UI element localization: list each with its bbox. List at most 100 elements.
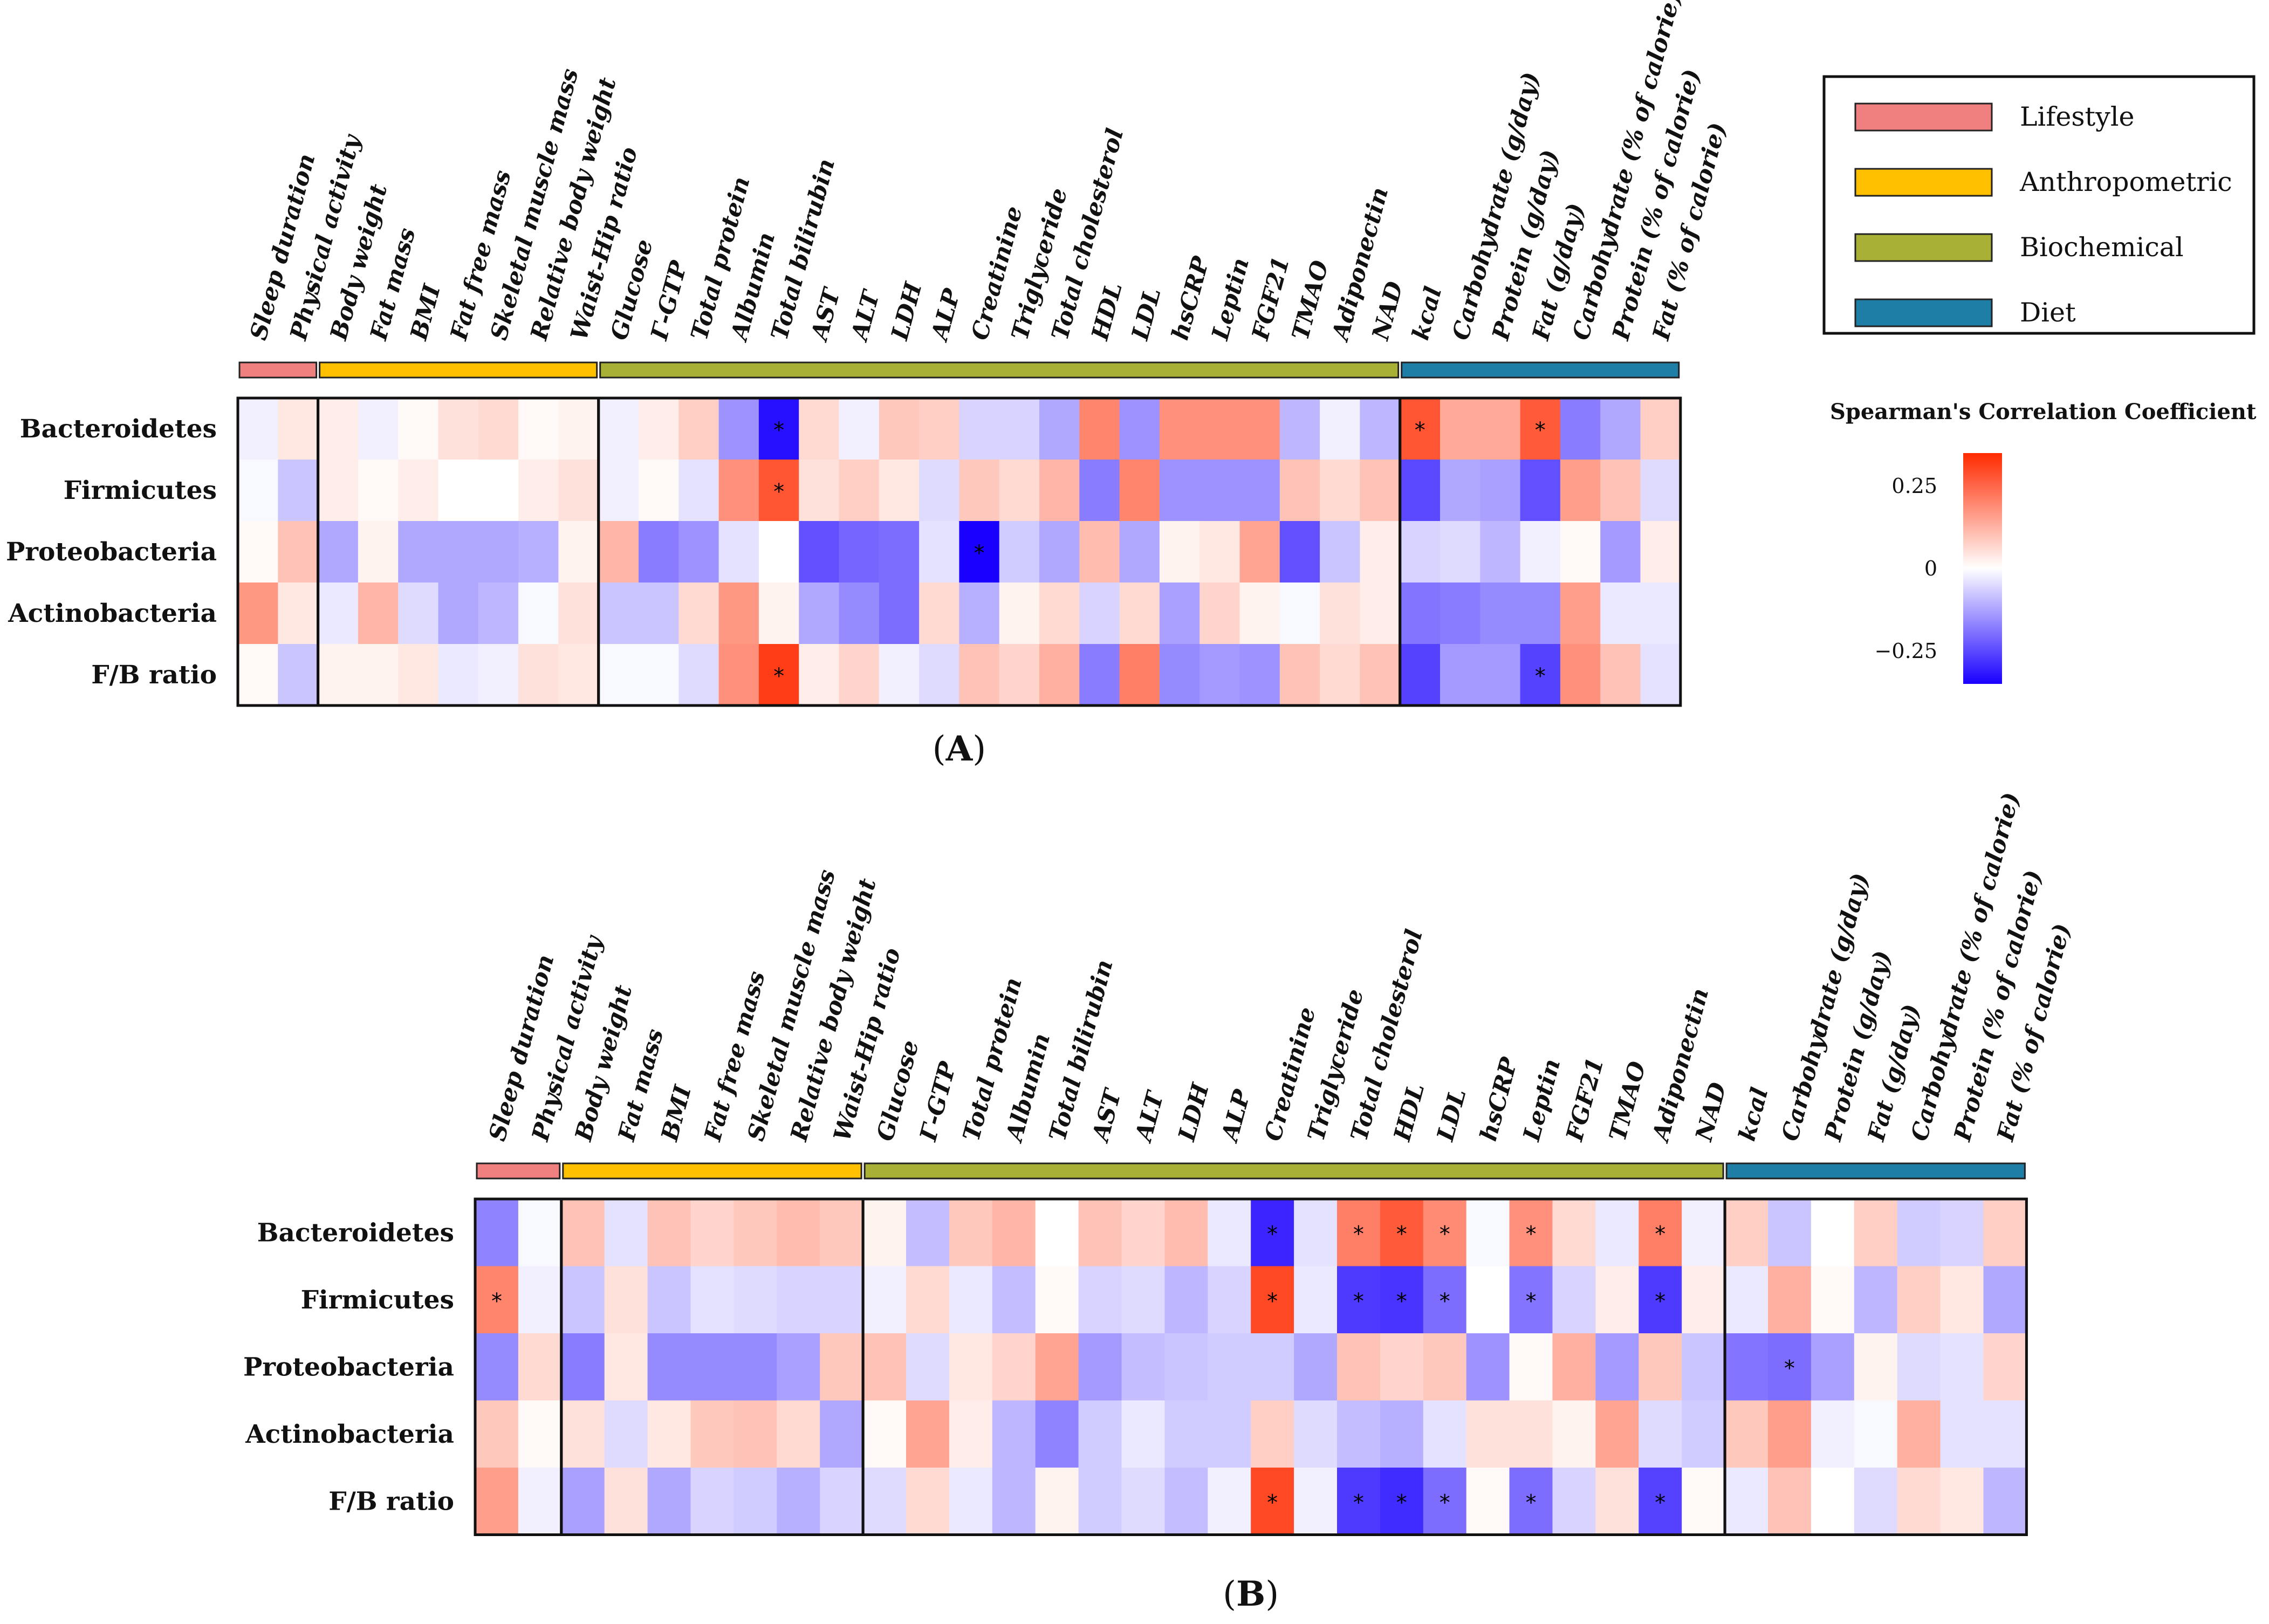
heatmap-cell — [1600, 398, 1641, 460]
heatmap-cell — [734, 1333, 777, 1401]
heatmap-cell — [1079, 644, 1120, 706]
heatmap-cell — [1682, 1400, 1725, 1468]
heatmap-cell — [478, 521, 519, 583]
heatmap-cell — [1423, 1400, 1467, 1468]
heatmap-cell — [1279, 583, 1320, 645]
heatmap-cell — [1520, 521, 1561, 583]
heatmap-cell — [1509, 1333, 1553, 1401]
heatmap-cell — [1897, 1333, 1941, 1401]
heatmap-cell — [879, 521, 920, 583]
heatmap-cell — [1400, 521, 1441, 583]
significance-marker: * — [1439, 1222, 1450, 1246]
heatmap-cell — [1940, 1400, 1984, 1468]
heatmap-cell — [777, 1333, 820, 1401]
heatmap-cell — [999, 644, 1040, 706]
heatmap-cell — [992, 1333, 1036, 1401]
heatmap-cell — [1768, 1400, 1812, 1468]
heatmap-cell — [478, 398, 519, 460]
heatmap-cell — [475, 1400, 519, 1468]
column-label: BMI — [405, 281, 446, 344]
heatmap-cell — [758, 460, 799, 522]
heatmap-cell — [1423, 1333, 1467, 1401]
column-label: ALT — [1130, 1087, 1170, 1146]
heatmap-cell — [690, 1266, 734, 1334]
colorbar-tick-label: 0.25 — [1891, 474, 1937, 498]
heatmap-cell — [1480, 460, 1521, 522]
heatmap-cell — [1682, 1333, 1725, 1401]
column-label: hsCRP — [1475, 1054, 1524, 1144]
heatmap-cell — [1480, 644, 1521, 706]
heatmap-cell — [475, 1199, 519, 1267]
heatmap-cell — [1279, 521, 1320, 583]
heatmap-cell — [919, 460, 959, 522]
heatmap-cell — [318, 583, 359, 645]
heatmap-cell — [1320, 398, 1360, 460]
heatmap-cell — [438, 398, 479, 460]
heatmap-cell — [1251, 1468, 1294, 1536]
significance-marker: * — [1267, 1222, 1278, 1246]
significance-marker: * — [1439, 1289, 1450, 1314]
group-bar — [476, 1162, 561, 1180]
heatmap-cell — [734, 1199, 777, 1267]
heatmap-cell — [1983, 1333, 2027, 1401]
legend-label: Anthropometric — [2019, 167, 2232, 197]
heatmap-cell — [1811, 1333, 1855, 1401]
column-label: LDH — [886, 279, 928, 344]
heatmap-cell — [906, 1199, 950, 1267]
heatmap-cell — [1337, 1266, 1381, 1334]
heatmap-cell — [1854, 1266, 1898, 1334]
heatmap-cell — [1509, 1400, 1553, 1468]
heatmap-cell — [558, 583, 599, 645]
heatmap-cell — [358, 583, 399, 645]
heatmap-cell — [518, 1199, 562, 1267]
heatmap-cell — [558, 398, 599, 460]
column-label: Leptin — [1207, 255, 1255, 344]
heatmap-cell — [1079, 460, 1120, 522]
heatmap-cell — [1854, 1333, 1898, 1401]
heatmap-cell — [1400, 583, 1441, 645]
heatmap-cell — [598, 521, 639, 583]
heatmap-cell — [1121, 1199, 1165, 1267]
heatmap-cell — [1294, 1333, 1338, 1401]
heatmap-cell — [1164, 1333, 1208, 1401]
significance-marker: * — [1526, 1490, 1537, 1515]
heatmap-cell — [1035, 1266, 1079, 1334]
heatmap-cell — [959, 460, 1000, 522]
heatmap-cell — [1552, 1199, 1596, 1267]
group-bar — [562, 1162, 862, 1180]
heatmap-cell — [1423, 1468, 1467, 1536]
heatmap-cell — [1811, 1266, 1855, 1334]
column-label: ALT — [846, 286, 886, 345]
heatmap-cell — [1121, 1333, 1165, 1401]
heatmap-cell — [1078, 1199, 1122, 1267]
colorbar-tick-label: 0 — [1924, 557, 1937, 580]
significance-marker: * — [1353, 1289, 1364, 1314]
heatmap-cell — [1251, 1400, 1294, 1468]
heatmap-cell — [1640, 460, 1681, 522]
heatmap-cell — [1279, 460, 1320, 522]
heatmap-panel-b: * * * * * ** * * * * * *** * * * * *Sleep durationPhysic… — [243, 790, 2076, 1614]
legend-label: Biochemical — [2020, 232, 2184, 263]
heatmap-cell — [518, 1333, 562, 1401]
heatmap-cell — [1320, 583, 1360, 645]
heatmap-cell — [1639, 1333, 1682, 1401]
significance-marker: * — [1535, 418, 1546, 443]
heatmap-cell — [558, 644, 599, 706]
heatmap-cell — [1595, 1468, 1639, 1536]
heatmap-cell — [1251, 1266, 1294, 1334]
significance-marker: * — [773, 418, 784, 443]
heatmap-cell — [1768, 1199, 1812, 1267]
heatmap-cell — [1039, 460, 1080, 522]
heatmap-cell — [1639, 1199, 1682, 1267]
column-label: AST — [1087, 1085, 1127, 1146]
heatmap-cell — [639, 460, 679, 522]
heatmap-cell — [604, 1333, 648, 1401]
heatmap-cell — [820, 1199, 863, 1267]
heatmap-cell — [1239, 644, 1280, 706]
significance-marker: * — [1526, 1222, 1537, 1246]
heatmap-cell — [438, 521, 479, 583]
heatmap-cell — [1725, 1266, 1768, 1334]
heatmap-cell — [1279, 398, 1320, 460]
column-label: AST — [806, 284, 846, 345]
heatmap-cell — [1983, 1199, 2027, 1267]
